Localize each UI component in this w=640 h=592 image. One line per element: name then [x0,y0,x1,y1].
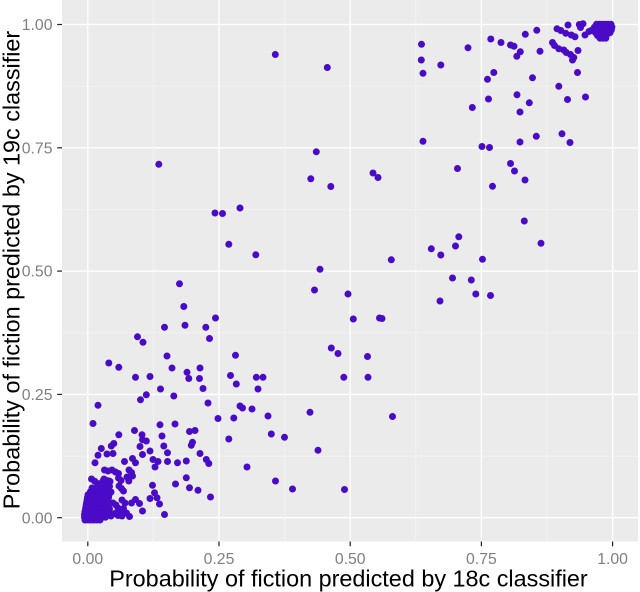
svg-text:0.25: 0.25 [22,387,53,404]
svg-text:1.00: 1.00 [22,17,53,34]
svg-text:Probability of fiction predict: Probability of fiction predicted by 18c … [109,566,588,592]
svg-text:0.25: 0.25 [204,551,235,568]
svg-text:0.50: 0.50 [22,264,53,281]
svg-text:0.75: 0.75 [466,551,497,568]
svg-text:1.00: 1.00 [597,551,628,568]
svg-text:0.00: 0.00 [72,551,103,568]
svg-text:0.75: 0.75 [22,140,53,157]
svg-text:0.00: 0.00 [22,510,53,527]
svg-text:0.50: 0.50 [335,551,366,568]
svg-text:Probability of fiction predict: Probability of fiction predicted by 19c … [0,31,25,510]
